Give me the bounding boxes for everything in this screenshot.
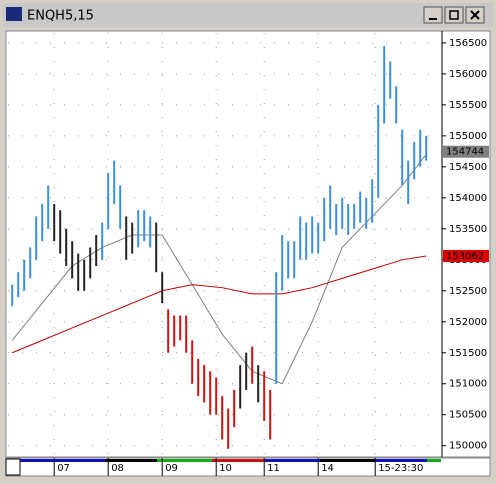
window-buttons[interactable]	[423, 6, 485, 24]
x-tick-label: 14	[321, 463, 334, 474]
y-tick-label: 150000	[449, 441, 487, 452]
strip	[105, 459, 157, 462]
minimize-button[interactable]	[423, 6, 443, 24]
window-title: ENQH5,15	[27, 9, 94, 24]
strip	[265, 459, 320, 462]
scroll-box[interactable]	[5, 458, 21, 476]
x-tick-label: 11	[267, 463, 280, 474]
y-tick-label: 153500	[449, 224, 487, 235]
y-tick-label: 152500	[449, 286, 487, 297]
moving-average	[12, 255, 427, 354]
title-bar	[3, 3, 493, 27]
y-tick-label: 154500	[449, 162, 487, 173]
y-tick-label: 150500	[449, 410, 487, 421]
chart-area	[5, 30, 491, 458]
maximize-glyph	[449, 10, 459, 20]
y-tick-label: 154000	[449, 193, 487, 204]
x-tick-label: 07	[57, 463, 70, 474]
maximize-button[interactable]	[444, 6, 464, 24]
y-tick-label: 155000	[449, 131, 487, 142]
y-tick-label: 151500	[449, 348, 487, 359]
strip	[375, 459, 427, 462]
close-glyph	[470, 10, 480, 20]
x-tick-label: 10	[219, 463, 232, 474]
app-icon	[6, 7, 22, 21]
y-tick-label: 155500	[449, 100, 487, 111]
y-tick-label: 156500	[449, 38, 487, 49]
strip	[157, 459, 212, 462]
moving-average	[11, 154, 427, 385]
strip	[427, 459, 441, 462]
y-tick-label: 156000	[449, 69, 487, 80]
x-tick-label: 09	[165, 463, 178, 474]
strip	[212, 459, 265, 462]
y-tick-label: 151000	[449, 379, 487, 390]
strip	[320, 459, 375, 462]
x-tick-label: 08	[111, 463, 124, 474]
price-marker-label: 153062	[446, 251, 484, 262]
price-marker-label: 154744	[446, 147, 484, 158]
strip	[20, 459, 105, 462]
x-tick-label: 15-23:30	[378, 463, 423, 474]
price-marker	[443, 145, 489, 158]
y-tick-label: 152000	[449, 317, 487, 328]
price-marker	[443, 249, 489, 262]
